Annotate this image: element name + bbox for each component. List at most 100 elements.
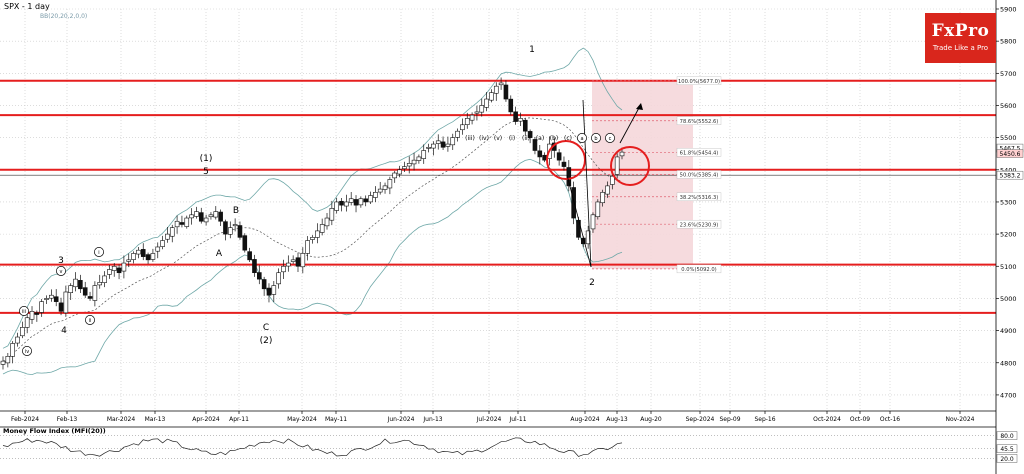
candle-body — [348, 198, 354, 203]
wave-label: (i) — [509, 135, 515, 142]
wave-label: (iii) — [465, 135, 475, 142]
fib-label-box — [676, 170, 722, 179]
candle-body — [10, 343, 15, 357]
wave-label: 4 — [61, 326, 67, 336]
price-tag-label: 5450.6 — [1000, 151, 1021, 158]
wave-label: 5 — [203, 167, 209, 177]
candle-body — [266, 287, 272, 296]
time-tick-label: Oct-2024 — [813, 416, 841, 423]
candle-body — [498, 82, 504, 86]
wave-marker — [94, 247, 104, 257]
candle-body — [605, 185, 610, 195]
candle-body — [431, 143, 436, 149]
candle-body — [339, 200, 344, 206]
time-tick-label: May-11 — [325, 416, 347, 423]
candle-body — [522, 119, 528, 132]
candles — [0, 77, 625, 370]
mfi-line — [2, 437, 623, 457]
candle-body — [619, 151, 625, 157]
time-tick-label: Oct-16 — [880, 416, 900, 423]
candle-body — [227, 227, 233, 235]
price-tick-label: 5100 — [1000, 263, 1017, 271]
time-tick-label: Mar-2024 — [107, 416, 136, 423]
time-tick-label: Oct-09 — [850, 416, 870, 423]
wave-marker — [577, 133, 587, 143]
candle-body — [392, 172, 398, 179]
price-tick-label: 4900 — [1000, 327, 1017, 335]
candle-body — [247, 251, 252, 261]
wave-label: ii — [89, 318, 92, 324]
time-tick-label: Sep-16 — [754, 416, 775, 423]
candle-body — [310, 237, 315, 240]
price-tick-label: 5900 — [1000, 6, 1017, 14]
candle-body — [252, 259, 257, 274]
bollinger-bands — [2, 47, 623, 376]
candle-body — [165, 233, 170, 240]
candle-body — [450, 137, 456, 146]
time-tick-label: Jul-2024 — [476, 416, 502, 423]
wave-label: 3 — [58, 256, 64, 266]
candle-body — [102, 275, 107, 283]
time-tick-label: Jun-2024 — [387, 416, 415, 423]
candle-body — [295, 257, 301, 267]
candle-body — [614, 156, 620, 175]
price-tick-label: 5500 — [1000, 134, 1017, 142]
candle-body — [421, 150, 427, 159]
candle-body — [203, 217, 209, 223]
fib-label: 0.0%(5092.0) — [681, 267, 716, 273]
candle-body — [78, 280, 83, 290]
price-tick-label: 5000 — [1000, 295, 1017, 303]
candle-body — [406, 163, 412, 167]
wave-label: a — [580, 136, 583, 142]
wave-label: iv — [25, 349, 29, 355]
candle-body — [426, 146, 431, 149]
candle-body — [585, 230, 591, 245]
candle-body — [479, 105, 485, 113]
candle-body — [189, 214, 194, 219]
candle-body — [261, 279, 267, 290]
candle-body — [397, 169, 402, 175]
wave-marker — [591, 133, 601, 143]
mfi-level-label: 20.0 — [1000, 456, 1014, 463]
brand-name: FxPro — [931, 21, 990, 41]
candle-body — [319, 224, 325, 233]
bb-upper — [2, 47, 623, 349]
wave-label: (1) — [200, 154, 213, 164]
candle-body — [518, 118, 523, 122]
wave-marker — [19, 306, 29, 316]
candle-body — [131, 253, 136, 260]
candle-body — [300, 253, 306, 268]
time-tick-label: Mar-13 — [145, 416, 166, 423]
fib-label-box — [676, 192, 722, 201]
time-tick-label: Jun-13 — [422, 416, 442, 423]
highlight-circle — [610, 146, 650, 186]
time-tick-label: Jul-11 — [508, 416, 526, 423]
candle-body — [344, 201, 349, 207]
projection-arrow — [619, 105, 641, 144]
candle-body — [445, 143, 451, 147]
candle-body — [382, 185, 388, 190]
bb-lower — [2, 158, 623, 376]
candle-body — [286, 262, 291, 267]
candle-body — [5, 356, 11, 364]
candle-body — [329, 208, 335, 221]
time-tick-label: Aug-2024 — [570, 416, 599, 423]
wave-label: (ii) — [522, 135, 530, 142]
fib-label: 61.8%(5454.4) — [680, 151, 719, 157]
arrow-head — [636, 103, 643, 110]
candle-body — [411, 159, 417, 165]
candle-body — [590, 214, 596, 230]
candle-body — [334, 201, 339, 211]
candle-body — [160, 240, 165, 247]
candle-body — [179, 222, 185, 225]
candle-body — [358, 198, 364, 206]
candle-body — [353, 199, 359, 206]
mfi-tag — [996, 454, 1018, 463]
candle-body — [402, 166, 407, 170]
candle-body — [44, 298, 49, 300]
candle-body — [63, 291, 69, 314]
candle-body — [464, 118, 470, 125]
candle-body — [508, 98, 514, 113]
fib-label-box — [676, 76, 722, 85]
